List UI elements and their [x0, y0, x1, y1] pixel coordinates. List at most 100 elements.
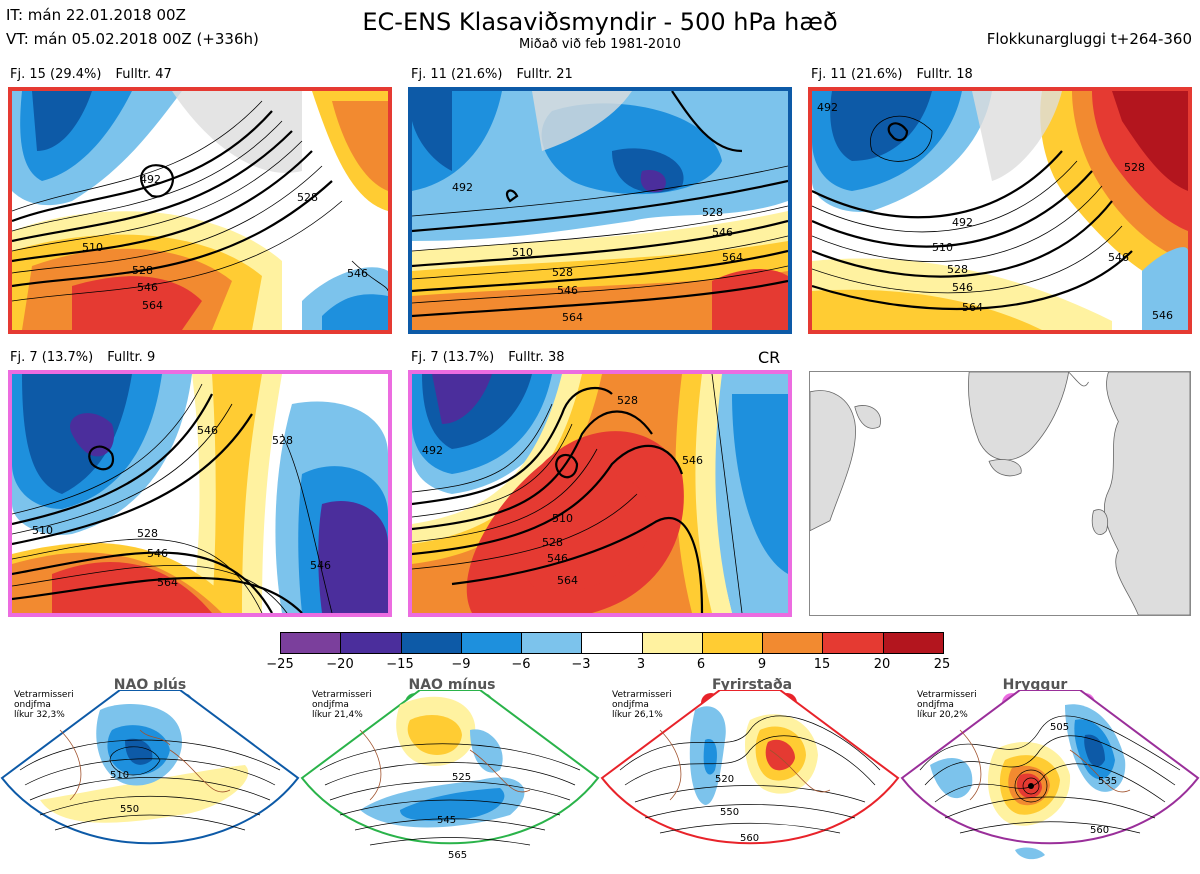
svg-text:535: 535 [1098, 776, 1117, 787]
svg-text:528: 528 [272, 434, 293, 447]
panel-3-label: Fj. 11 (21.6%) Fulltr. 18 [811, 67, 973, 82]
svg-text:492: 492 [452, 181, 473, 194]
colorbar-tick: 6 [696, 657, 706, 672]
colorbar-tick: −6 [511, 657, 531, 672]
colorbar-swatch [401, 633, 462, 653]
cluster-map-3: 492 492 510 528 546 564 528 546 546 [808, 87, 1192, 334]
svg-text:510: 510 [110, 770, 129, 781]
colorbar-tick: −15 [386, 657, 414, 672]
svg-text:510: 510 [32, 524, 53, 537]
svg-text:546: 546 [310, 559, 331, 572]
svg-text:528: 528 [132, 264, 153, 277]
colorbar-swatch [582, 633, 643, 653]
regime-map-nao-plus: 510 550 [0, 689, 300, 870]
svg-text:545: 545 [437, 815, 456, 826]
svg-text:546: 546 [197, 424, 218, 437]
cluster-map-5: 492 510 528 546 564 528 546 [408, 370, 792, 617]
svg-text:528: 528 [137, 527, 158, 540]
svg-text:510: 510 [932, 241, 953, 254]
cluster-map-1: 492 510 528 546 564 546 528 [8, 87, 392, 334]
empty-map-panel [809, 371, 1191, 616]
svg-text:550: 550 [720, 807, 739, 818]
colorbar-tick: 25 [933, 657, 951, 672]
svg-text:510: 510 [552, 512, 573, 525]
colorbar-swatch [763, 633, 824, 653]
init-time: IT: mán 22.01.2018 00Z [6, 6, 186, 24]
svg-text:546: 546 [137, 281, 158, 294]
svg-text:550: 550 [120, 804, 139, 815]
svg-text:528: 528 [542, 536, 563, 549]
svg-text:546: 546 [952, 281, 973, 294]
cr-label: CR [758, 348, 781, 367]
svg-text:492: 492 [422, 444, 443, 457]
valid-time: VT: mán 05.02.2018 00Z (+336h) [6, 30, 259, 48]
svg-text:528: 528 [702, 206, 723, 219]
svg-text:510: 510 [512, 246, 533, 259]
svg-text:546: 546 [147, 547, 168, 560]
page-title: EC-ENS Klasaviðsmyndir - 500 hPa hæð [362, 8, 838, 36]
colorbar-tick: 9 [757, 657, 767, 672]
regime-note: Vetrarmisseri ondjfma líkur 20,2% [917, 690, 977, 720]
svg-text:505: 505 [1050, 722, 1069, 733]
svg-text:492: 492 [140, 173, 161, 186]
svg-text:528: 528 [947, 263, 968, 276]
colorbar-swatch [341, 633, 402, 653]
svg-text:546: 546 [557, 284, 578, 297]
svg-text:546: 546 [712, 226, 733, 239]
page-subtitle: Miðað við feb 1981-2010 [518, 37, 682, 52]
svg-text:528: 528 [1124, 161, 1145, 174]
svg-text:546: 546 [547, 552, 568, 565]
regime-map-nao-minus: 525 545 565 [300, 689, 600, 870]
colorbar-swatch [642, 633, 703, 653]
svg-text:564: 564 [142, 299, 163, 312]
panel-4-label: Fj. 7 (13.7%) Fulltr. 9 [10, 350, 156, 365]
colorbar-swatch [281, 633, 342, 653]
regime-title: NAO mínus [408, 677, 496, 693]
regime-map-blocking: 520 550 560 [600, 689, 900, 870]
colorbar-tick: −25 [266, 657, 294, 672]
svg-text:510: 510 [82, 241, 103, 254]
colorbar-tick: −20 [326, 657, 354, 672]
svg-text:528: 528 [552, 266, 573, 279]
regime-note: Vetrarmisseri ondjfma líkur 26,1% [612, 690, 672, 720]
colorbar-swatch [823, 633, 884, 653]
svg-text:546: 546 [1108, 251, 1129, 264]
svg-text:564: 564 [722, 251, 743, 264]
svg-text:546: 546 [347, 267, 368, 280]
panel-5-label: Fj. 7 (13.7%) Fulltr. 38 [411, 350, 565, 365]
colorbar-tick: −9 [451, 657, 471, 672]
colorbar-tick: 15 [813, 657, 831, 672]
svg-text:525: 525 [452, 772, 471, 783]
svg-text:528: 528 [617, 394, 638, 407]
colorbar-tick: −3 [571, 657, 591, 672]
regime-map-ridge: 505 535 560 [900, 689, 1200, 870]
svg-text:564: 564 [557, 574, 578, 587]
colorbar-swatch [702, 633, 764, 653]
regime-title: Fyrirstaða [711, 677, 793, 693]
colorbar-tick: 3 [636, 657, 646, 672]
svg-text:564: 564 [157, 576, 178, 589]
regime-title: Hryggur [1002, 677, 1068, 693]
colorbar-swatch [883, 633, 943, 653]
svg-text:564: 564 [962, 301, 983, 314]
classification-window: Flokkunargluggi t+264-360 [986, 30, 1192, 48]
panel-1-label: Fj. 15 (29.4%) Fulltr. 47 [10, 67, 172, 82]
svg-text:546: 546 [1152, 309, 1173, 322]
colorbar [280, 632, 944, 654]
svg-text:528: 528 [297, 191, 318, 204]
svg-text:565: 565 [448, 850, 467, 861]
colorbar-tick: 20 [873, 657, 891, 672]
regime-title: NAO plús [113, 677, 187, 693]
svg-text:564: 564 [562, 311, 583, 324]
colorbar-swatch [461, 633, 523, 653]
regime-note: Vetrarmisseri ondjfma líkur 32,3% [14, 690, 74, 720]
svg-text:520: 520 [715, 774, 734, 785]
cluster-map-2: 492 510 528 546 564 528 546 564 [408, 87, 792, 334]
svg-text:492: 492 [817, 101, 838, 114]
svg-text:546: 546 [682, 454, 703, 467]
cluster-map-4: 510 528 546 564 546 528 546 [8, 370, 392, 617]
panel-2-label: Fj. 11 (21.6%) Fulltr. 21 [411, 67, 573, 82]
svg-text:560: 560 [740, 833, 759, 844]
svg-text:492: 492 [952, 216, 973, 229]
svg-text:560: 560 [1090, 825, 1109, 836]
